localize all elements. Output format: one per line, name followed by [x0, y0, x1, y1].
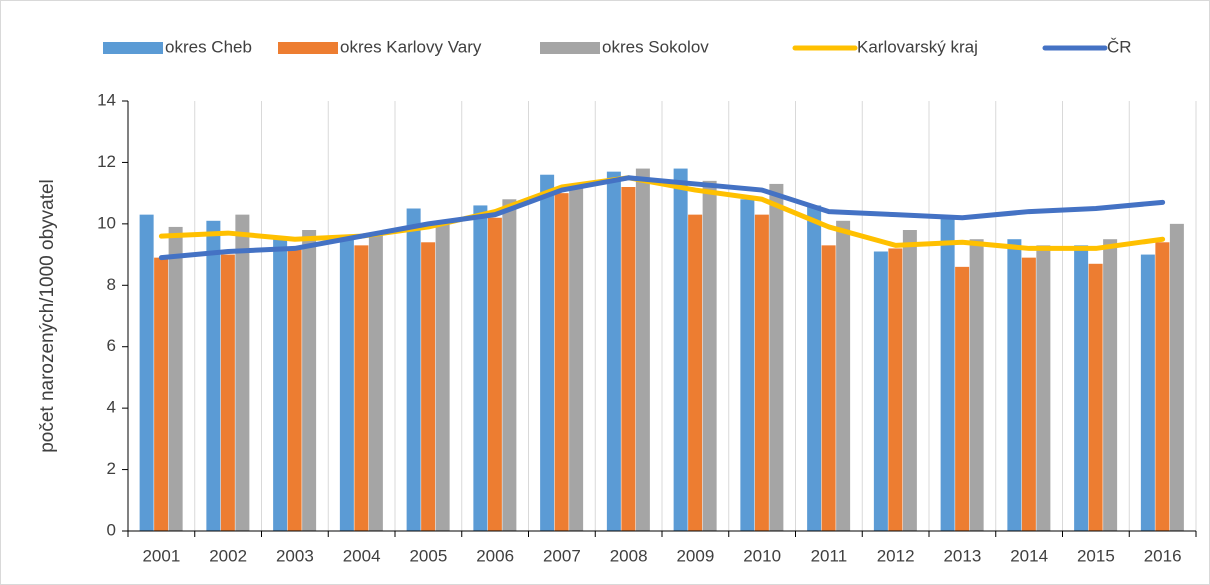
- bar: [873, 251, 888, 531]
- y-axis-label: počet narozených/1000 obyvatel: [37, 179, 58, 453]
- bar: [969, 239, 984, 531]
- bar: [1155, 242, 1170, 532]
- x-tick-label: 2009: [676, 546, 714, 565]
- x-tick-label: 2002: [209, 546, 247, 565]
- bar: [435, 223, 450, 531]
- x-tick-label: 2006: [476, 546, 514, 565]
- y-tick-label: 8: [107, 275, 116, 294]
- bar: [940, 217, 955, 531]
- line: [158, 175, 1166, 251]
- bar: [154, 257, 169, 531]
- bar: [621, 187, 636, 531]
- bar: [1103, 239, 1118, 531]
- bar: [836, 220, 851, 532]
- bar: [554, 193, 569, 531]
- bar: [273, 239, 288, 531]
- x-tick-label: 2012: [877, 546, 915, 565]
- bar: [473, 205, 488, 531]
- bar: [635, 168, 650, 532]
- x-tick-label: 2004: [343, 546, 381, 565]
- bar: [1169, 223, 1184, 531]
- y-tick-label: 14: [97, 90, 116, 109]
- bar: [769, 183, 784, 531]
- bar: [406, 208, 421, 531]
- bar: [1140, 254, 1155, 532]
- legend-label: okres Karlovy Vary: [340, 37, 482, 56]
- legend-swatch: [103, 42, 163, 54]
- bar: [902, 230, 917, 531]
- bar: [235, 214, 250, 531]
- y-tick-label: 0: [107, 520, 116, 539]
- bar: [688, 214, 703, 531]
- x-tick-label: 2014: [1010, 546, 1048, 565]
- bar: [502, 199, 517, 532]
- bar: [740, 199, 755, 532]
- bar: [1036, 245, 1051, 531]
- legend-swatch: [540, 42, 600, 54]
- x-tick-label: 2013: [943, 546, 981, 565]
- x-tick-label: 2005: [409, 546, 447, 565]
- x-tick-label: 2011: [811, 546, 848, 565]
- legend-label: Karlovarský kraj: [857, 37, 978, 56]
- bar: [606, 171, 621, 531]
- bar: [220, 254, 235, 532]
- bar: [168, 226, 183, 531]
- bar: [302, 230, 317, 531]
- bar: [821, 245, 836, 531]
- bar: [487, 217, 502, 531]
- bar: [1074, 245, 1089, 531]
- bar: [569, 187, 584, 531]
- bar: [368, 233, 383, 532]
- bar: [888, 248, 903, 531]
- y-tick-label: 2: [107, 459, 116, 478]
- x-tick-label: 2008: [610, 546, 648, 565]
- x-tick-label: 2010: [743, 546, 781, 565]
- bar: [540, 174, 555, 531]
- bar: [206, 220, 221, 532]
- bar: [287, 248, 302, 531]
- legend-swatch: [278, 42, 338, 54]
- bar: [1088, 263, 1103, 531]
- y-tick-label: 4: [107, 398, 116, 417]
- y-tick-label: 6: [107, 336, 116, 355]
- bar: [955, 266, 970, 531]
- x-tick-label: 2007: [543, 546, 581, 565]
- legend-label: ČR: [1107, 37, 1132, 56]
- bar: [421, 242, 436, 532]
- bar: [702, 180, 717, 531]
- x-tick-label: 2015: [1077, 546, 1115, 565]
- line: [158, 175, 1166, 261]
- y-tick-label: 12: [97, 152, 116, 171]
- legend-label: okres Cheb: [165, 37, 252, 56]
- x-tick-label: 2001: [142, 546, 180, 565]
- bar: [139, 214, 154, 531]
- bar: [754, 214, 769, 531]
- x-tick-label: 2016: [1144, 546, 1182, 565]
- legend-label: okres Sokolov: [602, 37, 709, 56]
- x-tick-label: 2003: [276, 546, 314, 565]
- bar: [673, 168, 688, 532]
- bar: [1021, 257, 1036, 531]
- bar: [807, 205, 822, 531]
- bar: [339, 236, 354, 531]
- bar: [1007, 239, 1022, 531]
- y-tick-label: 10: [97, 213, 116, 232]
- bar: [354, 245, 369, 531]
